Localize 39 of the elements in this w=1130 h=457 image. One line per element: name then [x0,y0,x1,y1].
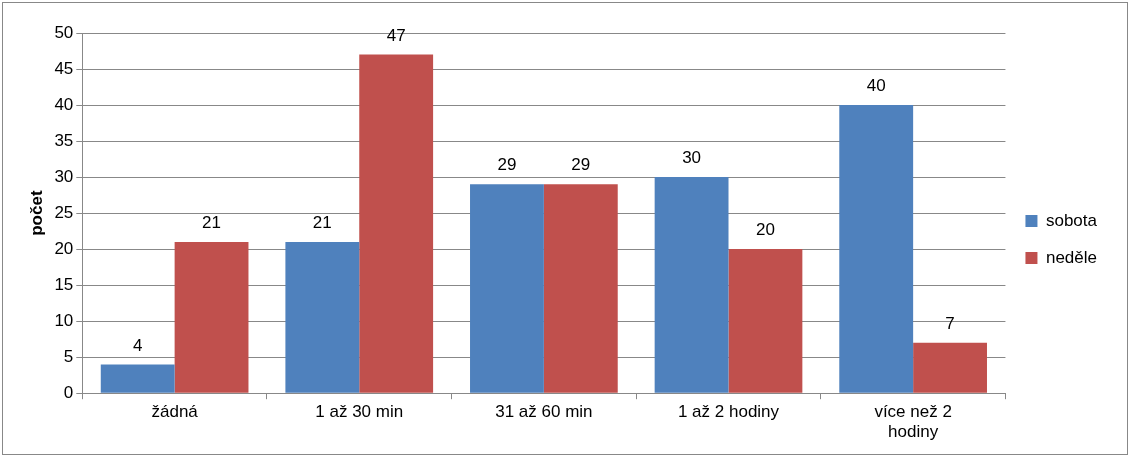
bar [654,177,729,393]
y-tick-label: 20 [54,238,74,258]
data-label: 21 [202,213,222,233]
y-axis-title: počet [26,190,46,236]
legend-label: sobota [1045,210,1098,230]
bar [174,241,249,393]
data-label: 40 [866,76,886,96]
bar [839,105,914,393]
y-tick-label: 45 [54,58,74,78]
x-tick-label: 1 až 30 min [315,402,404,422]
bar [470,184,544,393]
data-label: 29 [571,155,591,175]
bar [285,241,360,393]
y-tick-label: 5 [63,346,74,366]
data-label: 7 [945,313,955,333]
data-label: 47 [386,25,406,45]
y-tick-label: 30 [54,166,74,186]
data-label: 30 [682,148,702,168]
data-label: 20 [755,220,775,240]
legend-label: neděle [1045,247,1098,267]
y-tick-label: 15 [54,274,74,294]
x-tick-label: žádná [151,402,199,422]
x-tick-label: 1 až 2 hodiny [677,402,780,422]
bar [543,184,618,393]
y-tick-label: 25 [54,202,74,222]
y-tick-label: 35 [54,130,74,150]
bar [913,342,987,393]
data-label: 21 [312,213,332,233]
y-tick-label: 0 [63,382,74,402]
bar [100,364,175,393]
x-tick-label: 31 až 60 min [495,402,593,422]
y-tick-label: 50 [54,22,74,42]
data-label: 29 [497,155,517,175]
y-tick-label: 10 [54,310,74,330]
bar [728,249,803,393]
x-tick-label: více než 2 hodiny [874,402,952,442]
data-label: 4 [132,335,143,355]
y-tick-label: 40 [54,94,74,114]
bar [359,54,434,393]
